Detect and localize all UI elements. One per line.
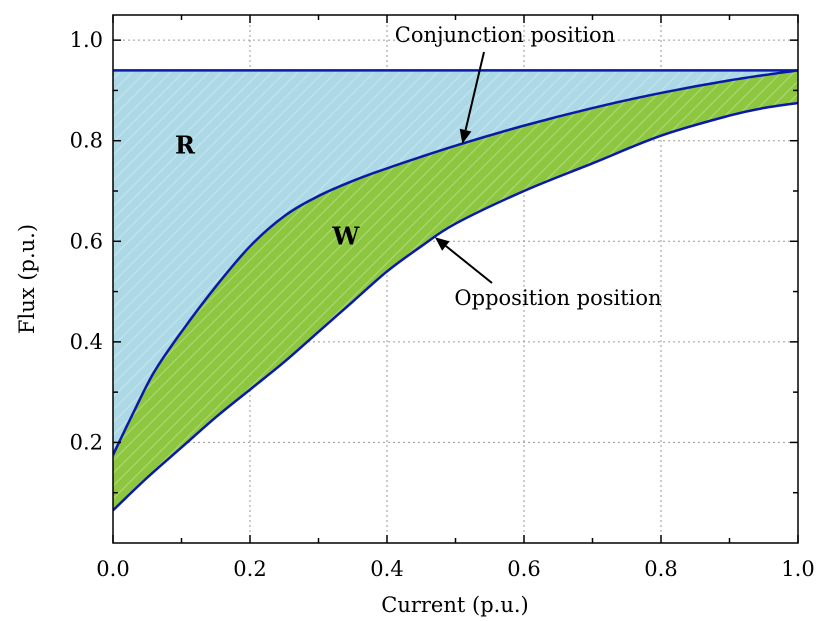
grid-lines	[113, 15, 798, 543]
y-axis-title: Flux (p.u.)	[15, 224, 39, 334]
x-tick-label: 1.0	[781, 557, 814, 581]
axis-ticks	[112, 15, 799, 543]
y-tick-label: 0.8	[70, 129, 103, 153]
opposition-annotation: Opposition position	[454, 286, 661, 310]
x-tick-label: 0.4	[370, 557, 403, 581]
x-tick-label: 0.8	[644, 557, 677, 581]
x-tick-label: 0.2	[233, 557, 266, 581]
conjunction-curve	[113, 69, 798, 456]
region-w-label: W	[331, 221, 360, 250]
conjunction-arrowhead	[459, 128, 472, 144]
y-tick-labels: 0.2 0.4 0.6 0.8 1.0	[70, 28, 103, 454]
x-axis-title: Current (p.u.)	[381, 593, 528, 617]
conjunction-annotation: Conjunction position	[395, 23, 615, 47]
conjunction-arrow	[464, 51, 485, 131]
x-tick-label: 0.6	[507, 557, 540, 581]
x-tick-label: 0.0	[96, 557, 129, 581]
opposition-curve	[113, 101, 798, 512]
y-tick-label: 0.2	[70, 430, 103, 454]
x-tick-labels: 0.0 0.2 0.4 0.6 0.8 1.0	[96, 557, 814, 581]
region-r-label: R	[175, 131, 196, 160]
region-r-hatch	[113, 70, 798, 456]
opposition-arrow	[445, 245, 493, 284]
y-tick-label: 0.6	[70, 229, 103, 253]
y-tick-label: 0.4	[70, 330, 103, 354]
opposition-arrowhead	[434, 237, 450, 251]
y-tick-label: 1.0	[70, 28, 103, 52]
